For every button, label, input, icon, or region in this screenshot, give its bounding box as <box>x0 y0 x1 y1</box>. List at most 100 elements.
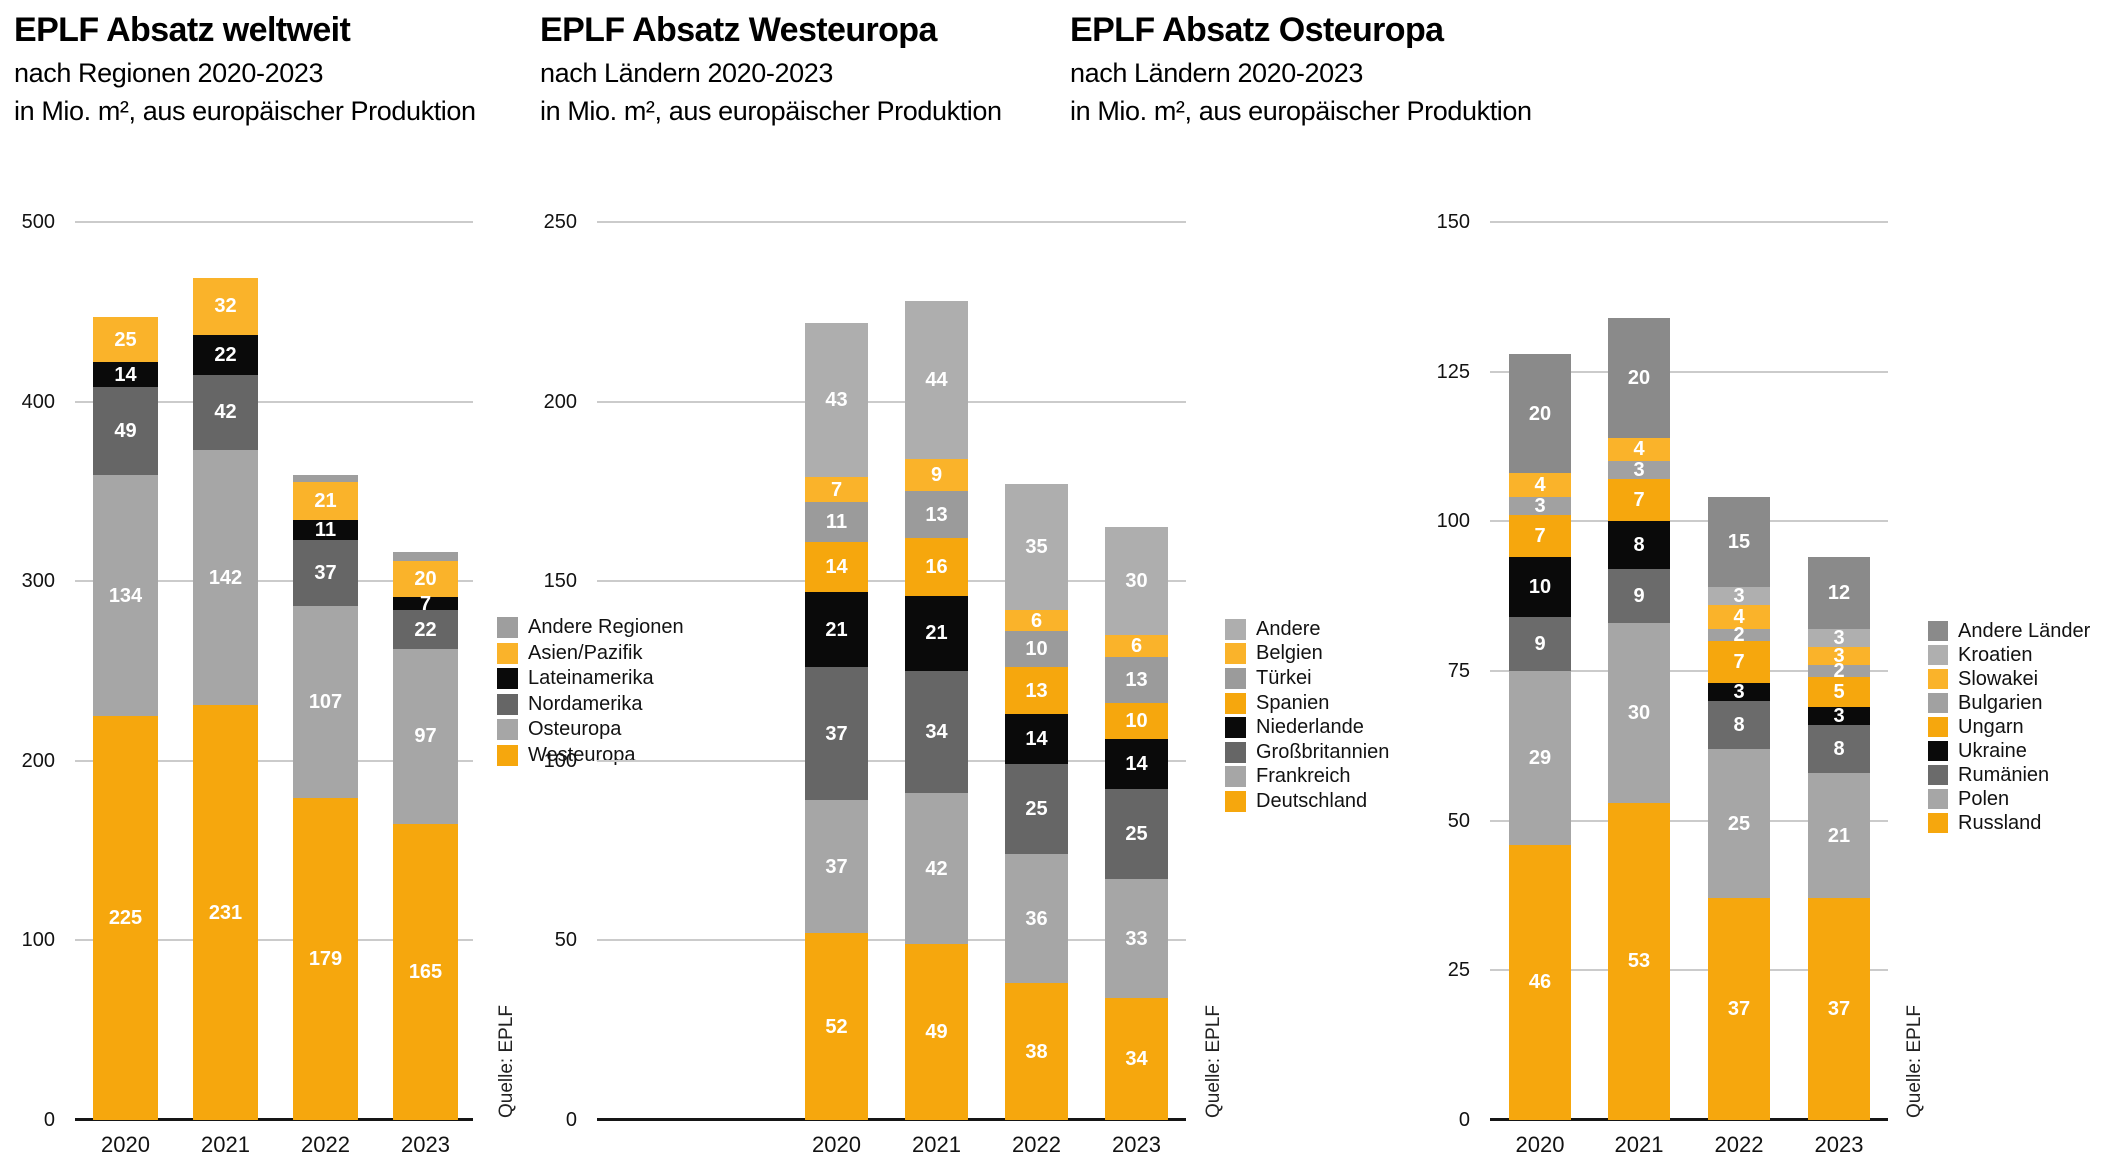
segment-value-label: 34 <box>1125 1047 1148 1070</box>
segment-value-label: 3 <box>1534 495 1546 518</box>
legend-label: Ukraine <box>1958 739 2027 762</box>
segment-frankreich-2020: 37 <box>805 800 868 934</box>
legend-item: Niederlande <box>1225 715 1389 740</box>
segment-niederlande-2023: 14 <box>1105 739 1168 790</box>
gridline <box>75 400 473 403</box>
segment-andere-regionen-2023 <box>393 552 458 562</box>
bar-2020: 43 7 11 14 21 37 37 52 <box>805 322 868 1120</box>
segment-ukraine-2023: 3 <box>1808 706 1870 726</box>
segment-value-label: 225 <box>108 906 143 929</box>
segment-value-label: 6 <box>1130 634 1143 657</box>
segment-value-label: 25 <box>1125 823 1148 846</box>
segment-osteuropa-2021: 142 <box>193 450 258 706</box>
legend-swatch <box>497 693 518 715</box>
segment-kroatien-2023: 3 <box>1808 627 1870 650</box>
segment-frankreich-2023: 33 <box>1105 879 1168 998</box>
segment-value-label: 25 <box>1727 812 1751 835</box>
segment-value-label: 165 <box>408 960 443 983</box>
legend-item: Türkei <box>1225 666 1389 691</box>
chart-subtitle: in Mio. m², aus europäischer Produktion <box>1070 96 1532 126</box>
gridline <box>1490 370 1888 373</box>
segment-value-label: 2 <box>1833 659 1845 682</box>
segment-value-label: 14 <box>825 555 848 578</box>
legend: Andere Regionen Asien/Pazifik Lateinamerik… <box>497 615 684 768</box>
segment-value-label: 37 <box>1727 998 1751 1021</box>
segment-spanien-2023: 10 <box>1105 703 1168 740</box>
legend-label: Andere <box>1256 617 1321 640</box>
segment-value-label: 4 <box>1733 606 1745 629</box>
segment-value-label: 42 <box>925 857 948 880</box>
legend-item: Asien/Pazifik <box>497 641 684 667</box>
segment-value-label: 12 <box>1827 582 1851 605</box>
segment-rum-nien-2020: 9 <box>1509 617 1571 671</box>
legend-swatch <box>1928 645 1948 665</box>
segment-osteuropa-2023: 97 <box>393 649 458 824</box>
y-axis-label: 25 <box>1447 959 1470 982</box>
segment-value-label: 22 <box>214 343 237 366</box>
legend-label: Andere Regionen <box>528 616 684 639</box>
source-label: Quelle: EPLF <box>496 1005 517 1118</box>
chart-title: EPLF Absatz Westeuropa <box>540 11 937 49</box>
legend-item: Slowakei <box>1928 667 2090 691</box>
legend-label: Kroatien <box>1958 643 2033 666</box>
x-axis-label-2023: 2023 <box>1814 1132 1864 1157</box>
segment-nordamerika-2021: 42 <box>193 374 258 451</box>
legend-item: Andere <box>1225 617 1389 642</box>
segment-value-label: 38 <box>1025 1040 1048 1063</box>
legend-swatch <box>1225 618 1246 640</box>
legend-label: Bulgarien <box>1958 691 2043 714</box>
legend-swatch <box>1225 667 1246 689</box>
bar-2022: 21 11 37 107 179 <box>293 475 358 1120</box>
bar-2023: 20 7 22 97 165 <box>393 552 458 1120</box>
y-axis-label: 500 <box>21 211 55 233</box>
segment-deutschland-2023: 34 <box>1105 997 1168 1120</box>
legend-swatch <box>497 642 518 664</box>
legend-label: Slowakei <box>1958 667 2039 690</box>
y-axis-label: 0 <box>1458 1109 1470 1131</box>
legend-label: Frankreich <box>1256 765 1351 788</box>
legend-item: Andere Regionen <box>497 615 684 641</box>
legend-item: Andere Länder <box>1928 619 2090 643</box>
segment-westeuropa-2020: 225 <box>93 715 158 1120</box>
segment-andere-regionen-2022 <box>293 475 358 483</box>
segment-value-label: 7 <box>419 592 432 615</box>
legend-label: Niederlande <box>1256 716 1364 739</box>
chart-subtitle: in Mio. m², aus europäischer Produktion <box>14 96 476 126</box>
legend: Andere Belgien Türkei Spanien Niederlande Gro… <box>1225 617 1389 814</box>
segment-value-label: 34 <box>925 721 948 744</box>
segment-value-label: 43 <box>825 388 848 411</box>
segment-value-label: 37 <box>314 562 337 585</box>
segment-value-label: 9 <box>930 464 943 487</box>
segment-t-rkei-2022: 10 <box>1005 631 1068 668</box>
legend-item: Westeuropa <box>497 743 684 769</box>
segment-ungarn-2021: 7 <box>1608 479 1670 522</box>
segment-value-label: 3 <box>1833 645 1845 668</box>
legend-item: Nordamerika <box>497 692 684 718</box>
segment-value-label: 3 <box>1833 627 1845 650</box>
segment-value-label: 142 <box>208 566 243 589</box>
gridline <box>597 580 1186 583</box>
bar-2021: 44 9 13 16 21 34 42 49 <box>905 301 968 1120</box>
legend-label: Andere Länder <box>1958 619 2091 642</box>
segment-polen-2021: 30 <box>1608 623 1670 803</box>
gridline <box>1490 969 1888 972</box>
segment-andere-2021: 44 <box>905 301 968 460</box>
legend-label: Rumänien <box>1958 763 2050 786</box>
segment-value-label: 42 <box>214 401 237 424</box>
segment-rum-nien-2022: 8 <box>1708 700 1770 749</box>
segment-deutschland-2020: 52 <box>805 933 868 1120</box>
y-axis-label: 50 <box>1447 809 1470 832</box>
bar-2022: 15 3 4 2 7 3 8 25 37 <box>1708 497 1770 1120</box>
segment-slowakei-2021: 4 <box>1608 437 1670 462</box>
legend-swatch <box>1225 643 1246 665</box>
segment-ungarn-2022: 7 <box>1708 641 1770 683</box>
y-axis-label: 400 <box>21 390 55 413</box>
bar-2021: 20 4 3 7 8 9 30 53 <box>1608 317 1670 1120</box>
segment-value-label: 4 <box>1534 474 1546 497</box>
segment-asien-pazifik-2021: 32 <box>193 277 258 336</box>
segment-value-label: 5 <box>1833 680 1845 703</box>
segment-value-label: 11 <box>314 518 337 541</box>
segment-spanien-2020: 14 <box>805 541 868 592</box>
